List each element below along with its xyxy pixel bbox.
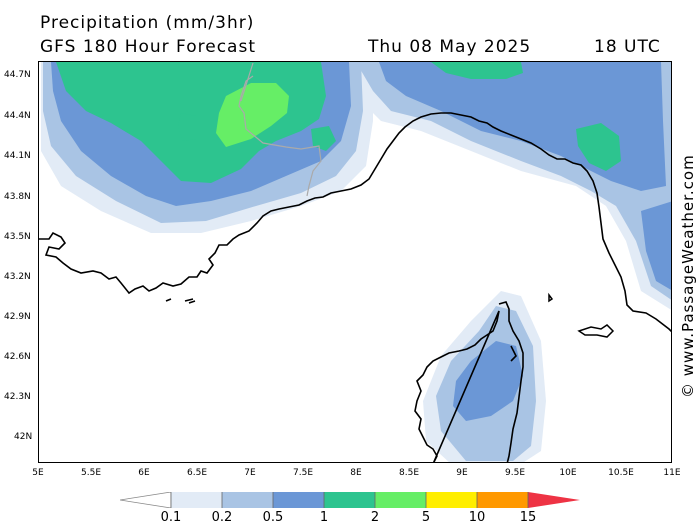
lat-tick-label: 43.8N [4, 192, 31, 202]
coastline-elba [577, 324, 615, 338]
legend-label: 2 [370, 510, 380, 525]
lat-tick-label: 43.2N [4, 272, 31, 282]
legend-swatch-over [528, 492, 580, 508]
lon-tick-label: 9.5E [505, 468, 525, 478]
lon-tick-label: 7.5E [293, 468, 313, 478]
forecast-date: Thu 08 May 2025 [368, 37, 532, 57]
lon-tick-label: 5.5E [81, 468, 101, 478]
coastline-mainland [39, 112, 671, 333]
legend-label: 0.5 [262, 510, 284, 525]
legend-label: 10 [468, 510, 486, 525]
legend-swatch-under [120, 492, 172, 508]
lat-tick-label: 43.5N [4, 232, 31, 242]
precip-legend-bar [120, 492, 580, 508]
map-title: Precipitation (mm/3hr) [40, 13, 255, 33]
map-canvas [39, 62, 671, 462]
coastline-islands [165, 298, 196, 304]
lon-tick-label: 6.5E [187, 468, 207, 478]
legend-swatch [477, 492, 528, 508]
lat-tick-label: 44.4N [4, 111, 31, 121]
lon-tick-label: 5E [32, 468, 44, 478]
lat-tick-label: 42.9N [4, 312, 31, 322]
legend-swatch [273, 492, 324, 508]
legend-label: 1 [319, 510, 329, 525]
legend-label: 0.1 [160, 510, 182, 525]
lon-tick-label: 6E [138, 468, 150, 478]
lat-tick-label: 42.3N [4, 392, 31, 402]
legend-label: 15 [519, 510, 537, 525]
precipitation-map [38, 61, 672, 463]
lon-tick-label: 10E [559, 468, 577, 478]
country-border [238, 62, 322, 197]
lat-tick-label: 42.6N [4, 352, 31, 362]
coastline-capraia [548, 292, 554, 303]
lat-tick-label: 42N [14, 432, 33, 442]
lon-tick-label: 7E [244, 468, 256, 478]
legend-swatch [222, 492, 273, 508]
lat-tick-label: 44.7N [4, 70, 31, 80]
coastline-corsica [414, 301, 524, 462]
lon-tick-label: 9E [456, 468, 468, 478]
lon-tick-label: 10.5E [608, 468, 634, 478]
lon-tick-label: 8.5E [399, 468, 419, 478]
precip-band-5 [216, 83, 289, 147]
map-subtitle: GFS 180 Hour Forecast [40, 37, 256, 57]
legend-swatch [426, 492, 477, 508]
website-credit: © www.PassageWeather.com [679, 154, 697, 398]
lon-tick-label: 8E [350, 468, 362, 478]
legend-swatch [324, 492, 375, 508]
legend-dividers [170, 492, 529, 508]
legend-swatch [171, 492, 222, 508]
legend-label: 0.2 [211, 510, 233, 525]
lat-tick-label: 44.1N [4, 151, 31, 161]
legend-swatch [375, 492, 426, 508]
forecast-time: 18 UTC [594, 37, 661, 57]
lon-tick-label: 11E [663, 468, 681, 478]
legend-label: 5 [421, 510, 431, 525]
